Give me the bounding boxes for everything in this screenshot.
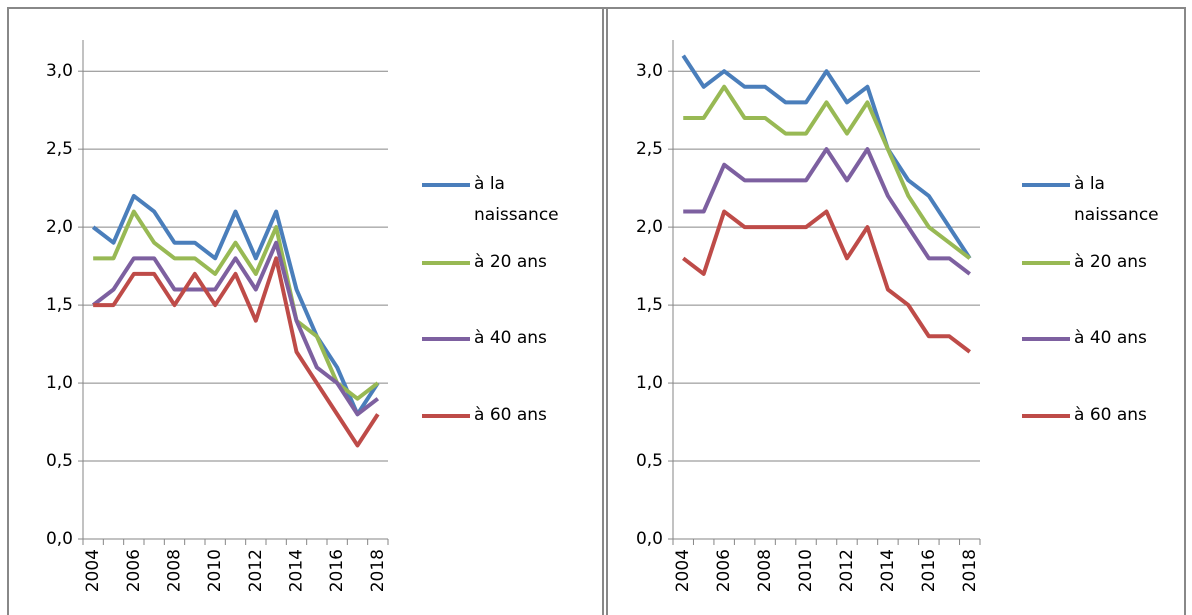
y-tick-label: 2,0	[636, 217, 663, 237]
legend-entry: à 40 ans	[474, 328, 547, 348]
series-line	[683, 147, 971, 276]
x-tick-label: 2018	[368, 549, 388, 592]
x-tick-label: 2014	[287, 549, 307, 592]
y-tick-label: 1,0	[636, 373, 663, 393]
series-line	[683, 84, 971, 260]
legend-entry: à 60 ans	[1074, 405, 1147, 425]
y-tick-label: 2,5	[46, 139, 73, 159]
legend-entry: à la naissance	[1074, 174, 1159, 225]
x-tick-label: 2016	[327, 549, 347, 592]
series-line	[682, 209, 971, 354]
series-line	[91, 240, 380, 417]
series-line	[93, 256, 380, 448]
y-tick-label: 3,0	[636, 61, 663, 81]
legend-entry: à 40 ans	[1074, 328, 1147, 348]
y-tick-label: 0,0	[636, 529, 663, 549]
x-tick-label: 2004	[83, 549, 103, 592]
x-tick-label: 2010	[796, 549, 816, 592]
x-tick-label: 2008	[755, 549, 775, 592]
y-tick-label: 1,5	[636, 295, 663, 315]
frame	[7, 7, 1186, 615]
x-tick-label: 2004	[673, 549, 693, 592]
legend-entry: à la naissance	[474, 174, 559, 225]
legend-entry: à 20 ans	[1074, 252, 1147, 272]
legend-label: à 40 ans	[1074, 328, 1147, 348]
legend-label: à la naissance	[1074, 174, 1159, 225]
y-tick-label: 3,0	[46, 61, 73, 81]
x-tick-label: 2006	[714, 549, 734, 592]
x-tick-label: 2012	[837, 549, 857, 592]
series-line	[93, 209, 380, 401]
legend-label: à 20 ans	[474, 252, 547, 272]
x-tick-label: 2006	[124, 549, 144, 592]
x-tick-label: 2012	[246, 549, 266, 592]
legend-label: à la naissance	[474, 174, 559, 225]
legend-label: à 40 ans	[474, 328, 547, 348]
y-tick-label: 0,0	[46, 529, 73, 549]
x-tick-label: 2018	[960, 549, 980, 592]
legend-label: à 60 ans	[474, 405, 547, 425]
x-tick-label: 2016	[919, 549, 939, 592]
series-line	[681, 54, 972, 260]
legend-label: à 60 ans	[1074, 405, 1147, 425]
y-tick-label: 2,5	[636, 139, 663, 159]
series-line	[91, 193, 380, 417]
y-tick-label: 1,0	[46, 373, 73, 393]
y-tick-label: 2,0	[46, 217, 73, 237]
legend-label: à 20 ans	[1074, 252, 1147, 272]
y-tick-label: 0,5	[46, 451, 73, 471]
x-tick-label: 2014	[878, 549, 898, 592]
y-tick-label: 1,5	[46, 295, 73, 315]
legend-entry: à 60 ans	[474, 405, 547, 425]
legend-entry: à 20 ans	[474, 252, 547, 272]
x-tick-label: 2010	[205, 549, 225, 592]
y-tick-label: 0,5	[636, 451, 663, 471]
x-tick-label: 2008	[165, 549, 185, 592]
